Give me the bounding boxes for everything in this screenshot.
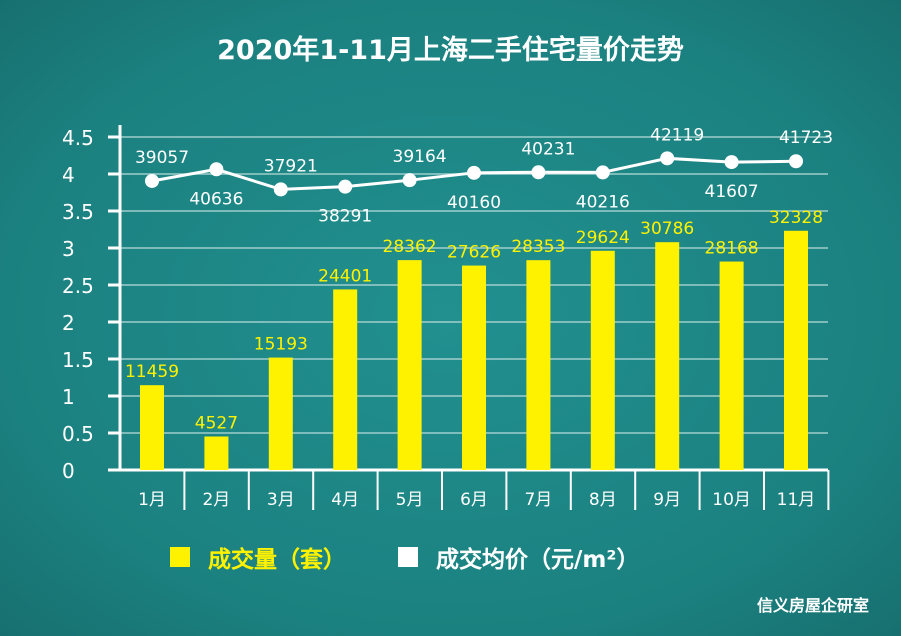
price-label: 40231 bbox=[521, 139, 575, 159]
price-label: 41607 bbox=[705, 182, 759, 202]
y-tick-label: 4 bbox=[62, 163, 75, 187]
price-point bbox=[209, 162, 224, 177]
x-tick-label: 8月 bbox=[589, 490, 617, 510]
x-tick-label: 2月 bbox=[202, 490, 230, 510]
price-point bbox=[789, 154, 803, 169]
bar-label: 4527 bbox=[195, 414, 238, 434]
price-label: 39057 bbox=[135, 148, 189, 168]
x-tick-label: 9月 bbox=[653, 490, 681, 510]
x-tick-label: 4月 bbox=[331, 490, 359, 510]
price-point bbox=[338, 179, 353, 194]
bar bbox=[655, 242, 680, 470]
price-point bbox=[402, 173, 417, 188]
price-label: 40216 bbox=[576, 192, 630, 212]
x-tick-label: 11月 bbox=[777, 490, 816, 510]
bar-label: 11459 bbox=[125, 362, 179, 382]
bar bbox=[333, 289, 358, 470]
x-tick-label: 3月 bbox=[267, 490, 295, 510]
credit-text: 信义房屋企研室 bbox=[756, 596, 869, 615]
bar bbox=[590, 250, 615, 470]
legend-item-price: 成交均价（元/m²） bbox=[398, 540, 639, 574]
bar bbox=[462, 265, 486, 470]
price-point bbox=[660, 151, 675, 166]
bar bbox=[397, 260, 422, 470]
y-tick-label: 3.5 bbox=[62, 200, 94, 224]
bar bbox=[526, 260, 551, 470]
y-tick-label: 2 bbox=[62, 311, 75, 335]
bar bbox=[140, 385, 164, 470]
y-tick-label: 0.5 bbox=[62, 422, 94, 446]
legend: 成交量（套） 成交均价（元/m²） bbox=[170, 540, 691, 574]
y-tick-label: 0 bbox=[62, 459, 75, 483]
bar-label: 28353 bbox=[511, 237, 565, 257]
price-label: 41723 bbox=[779, 128, 833, 148]
x-tick-label: 6月 bbox=[460, 490, 488, 510]
price-label: 37921 bbox=[264, 156, 318, 176]
price-point bbox=[145, 173, 159, 188]
price-label: 40160 bbox=[447, 193, 501, 213]
legend-item-volume: 成交量（套） bbox=[170, 540, 346, 574]
bar-label: 29624 bbox=[576, 228, 630, 248]
x-tick-label: 7月 bbox=[524, 490, 552, 510]
price-point bbox=[531, 165, 546, 180]
y-tick-label: 4.5 bbox=[62, 126, 94, 150]
bar bbox=[784, 230, 808, 470]
x-tick-label: 10月 bbox=[712, 490, 751, 510]
legend-swatch-price bbox=[398, 547, 418, 567]
chart-title: 2020年1-11月上海二手住宅量价走势 bbox=[217, 35, 684, 66]
legend-label-price: 成交均价（元/m²） bbox=[436, 547, 640, 573]
bar bbox=[268, 357, 293, 470]
bar bbox=[719, 261, 744, 470]
price-point bbox=[467, 165, 481, 180]
price-point bbox=[273, 182, 288, 197]
bar-label: 15193 bbox=[254, 335, 308, 355]
bar-label: 30786 bbox=[640, 219, 694, 239]
y-tick-label: 1 bbox=[62, 385, 75, 409]
y-tick-label: 2.5 bbox=[62, 274, 94, 298]
bar-label: 27626 bbox=[447, 243, 501, 263]
bar bbox=[204, 436, 229, 470]
legend-swatch-volume bbox=[170, 547, 190, 567]
price-point bbox=[595, 165, 610, 180]
legend-label-volume: 成交量（套） bbox=[208, 547, 346, 573]
x-tick-label: 5月 bbox=[396, 490, 424, 510]
price-point bbox=[724, 155, 739, 170]
price-label: 42119 bbox=[650, 125, 704, 145]
price-label: 40636 bbox=[189, 189, 243, 209]
y-tick-label: 1.5 bbox=[62, 348, 94, 372]
bar-label: 28168 bbox=[705, 239, 759, 259]
price-label: 39164 bbox=[393, 147, 447, 167]
price-label: 38291 bbox=[318, 207, 372, 227]
bar-label: 32328 bbox=[769, 208, 823, 228]
y-tick-label: 3 bbox=[62, 237, 75, 261]
bar-label: 24401 bbox=[318, 266, 372, 286]
x-tick-label: 1月 bbox=[138, 490, 166, 510]
bar-label: 28362 bbox=[383, 237, 437, 257]
